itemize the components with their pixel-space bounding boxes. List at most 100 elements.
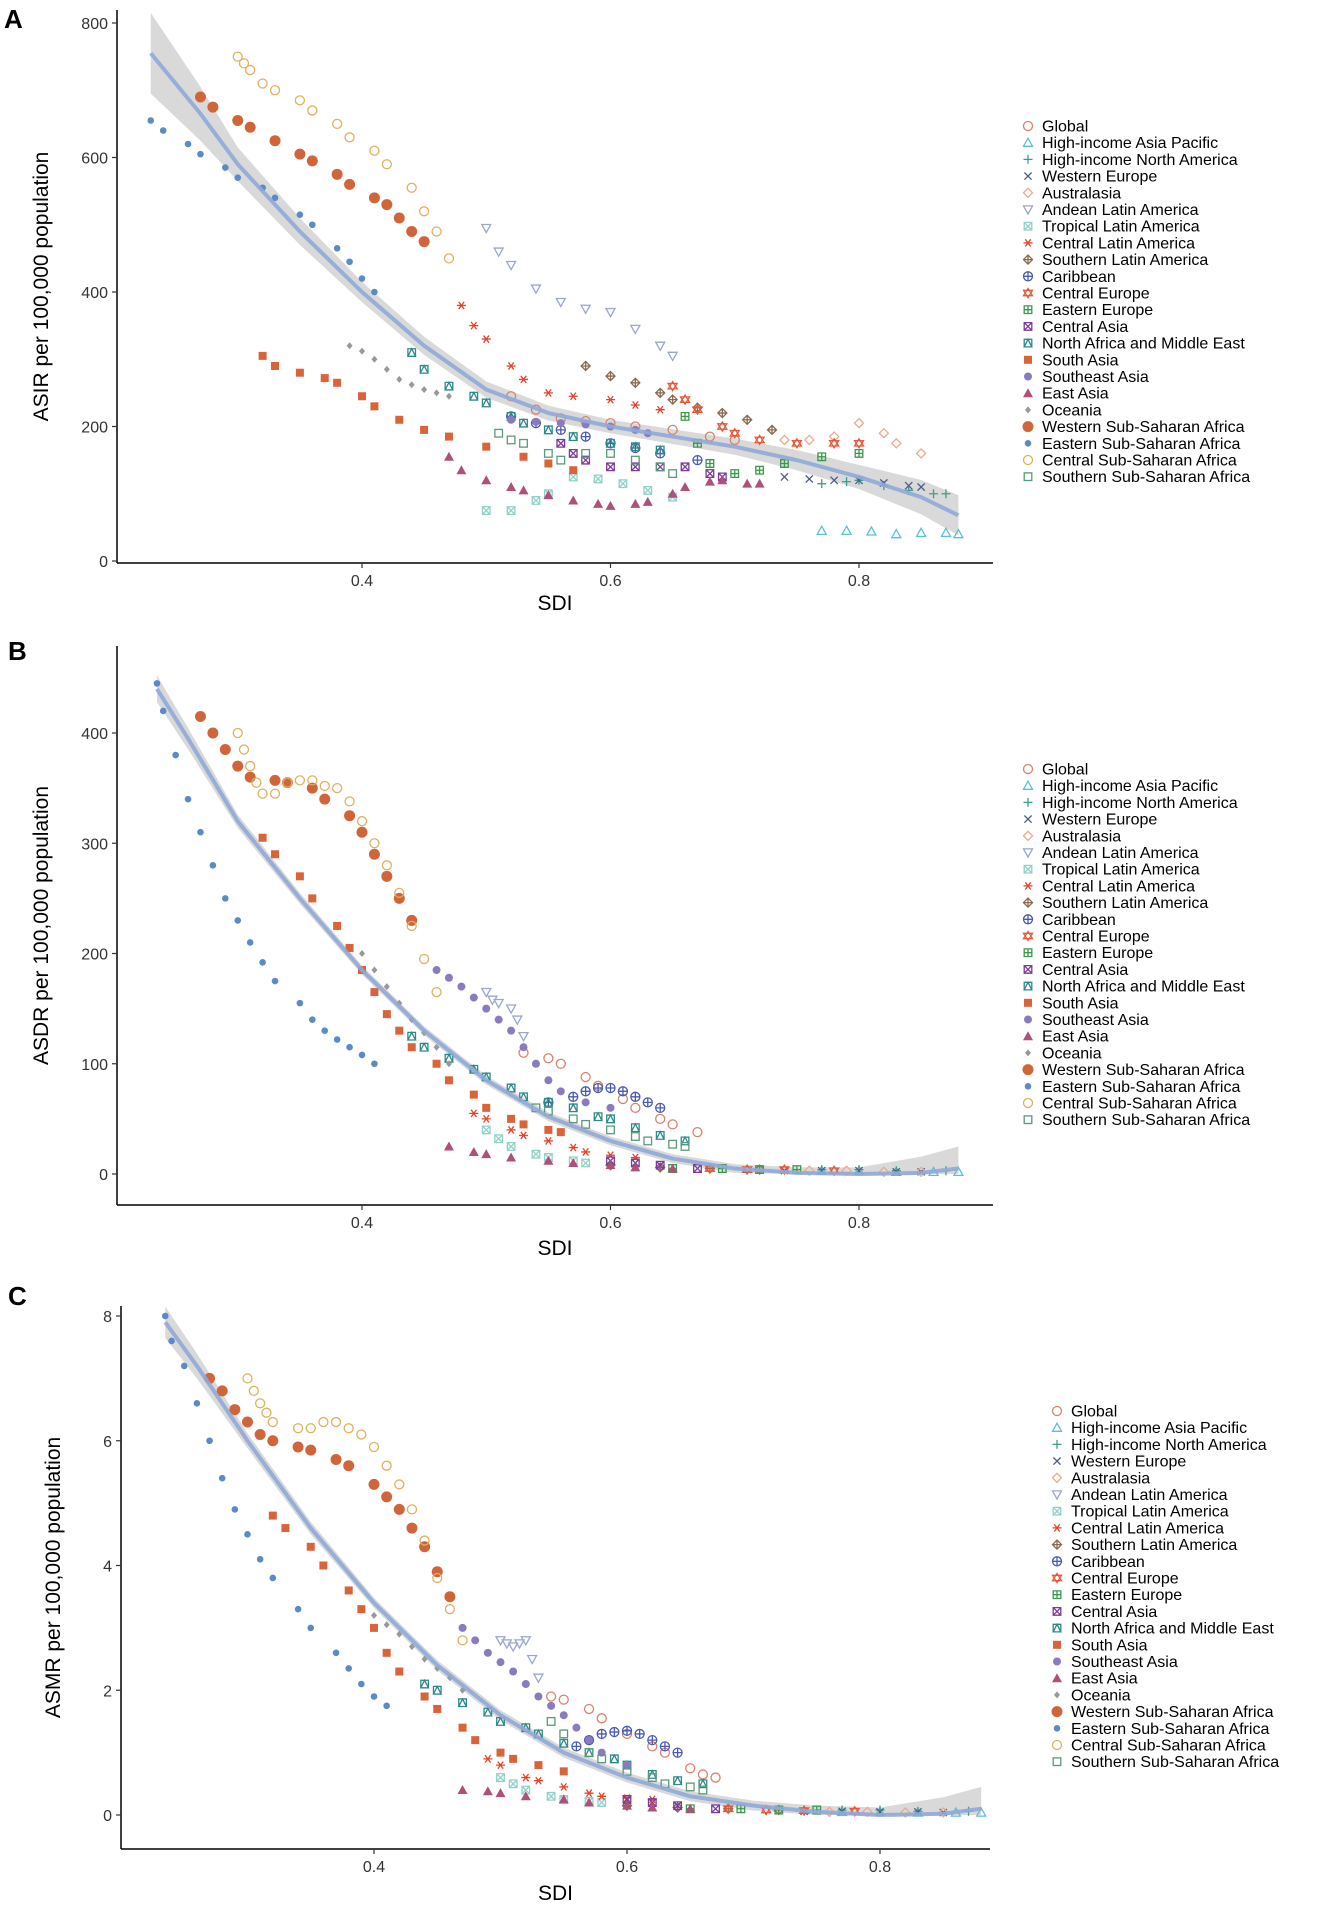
data-point	[254, 1429, 266, 1441]
data-point	[521, 1773, 531, 1782]
series-southern-sub-saharan-africa	[546, 1716, 708, 1795]
data-point	[568, 495, 579, 505]
data-point	[244, 121, 256, 133]
legend-label: North Africa and Middle East	[1042, 979, 1245, 996]
legend-label: Eastern Europe	[1042, 302, 1153, 319]
data-point	[593, 498, 604, 508]
data-point	[609, 1753, 620, 1764]
legend-item-tropical-latin-america: Tropical Latin America	[1023, 862, 1200, 879]
data-point	[642, 496, 653, 506]
data-point	[685, 1803, 696, 1813]
legend-label: Central Europe	[1042, 286, 1150, 303]
data-point	[506, 1152, 517, 1162]
legend-item-southeast-asia: Southeast Asia	[1053, 1654, 1178, 1671]
data-point	[559, 1711, 568, 1720]
data-point	[267, 1435, 279, 1447]
data-point	[358, 1051, 366, 1059]
data-point	[418, 206, 430, 217]
legend-label: Tropical Latin America	[1042, 219, 1200, 236]
data-point	[655, 1160, 665, 1170]
legend-label: Western Sub-Saharan Africa	[1042, 419, 1245, 436]
data-point	[496, 1761, 505, 1770]
data-point	[433, 1043, 440, 1051]
y-tick-label: 800	[81, 16, 108, 33]
data-point	[941, 489, 951, 499]
data-point	[755, 465, 765, 475]
data-point	[581, 1098, 590, 1107]
data-point	[559, 1729, 569, 1739]
data-point	[370, 988, 379, 997]
data-point	[296, 999, 304, 1007]
data-point	[432, 1059, 441, 1068]
data-point	[654, 387, 666, 399]
data-point	[245, 64, 256, 76]
data-point	[343, 1460, 355, 1472]
data-point	[494, 1134, 504, 1144]
legend-symbol-icon	[1051, 1472, 1063, 1484]
data-point	[343, 1423, 354, 1434]
legend-item-central-europe: Central Europe	[1022, 929, 1150, 946]
data-point	[543, 1136, 553, 1145]
data-point	[419, 364, 429, 374]
data-point	[305, 1423, 316, 1434]
data-point	[580, 431, 591, 442]
data-point	[396, 1630, 403, 1638]
legend-item-tropical-latin-america: Tropical Latin America	[1052, 1504, 1229, 1521]
legend-label: Central Sub-Saharan Africa	[1042, 1096, 1237, 1113]
data-point	[569, 466, 578, 475]
series-southeast-asia	[432, 966, 615, 1112]
data-point	[878, 1166, 890, 1178]
data-point	[506, 1082, 516, 1093]
legend-item-southern-latin-america: Southern Latin America	[1051, 1537, 1237, 1554]
series-southeast-asia	[458, 1623, 631, 1770]
x-tick-label: 0.4	[351, 573, 373, 590]
data-point	[346, 258, 353, 266]
data-point	[854, 448, 864, 458]
series-western-sub-saharan-africa	[204, 1372, 456, 1603]
data-point	[568, 472, 578, 482]
y-axis-title: ASMR per 100,000 population	[42, 1437, 65, 1718]
data-point	[830, 476, 839, 485]
series-andean-latin-america	[480, 987, 530, 1043]
legend-label: East Asia	[1071, 1671, 1138, 1688]
legend-label: Caribbean	[1071, 1554, 1145, 1571]
series-caribbean	[543, 1082, 666, 1113]
data-point	[952, 528, 965, 539]
data-point	[433, 389, 440, 397]
data-point	[222, 895, 229, 902]
legend-label: Southeast Asia	[1042, 369, 1149, 386]
data-point	[667, 351, 679, 362]
data-point	[418, 953, 430, 965]
legend-label: Australasia	[1071, 1470, 1150, 1487]
y-tick-label: 6	[103, 1434, 112, 1451]
data-point	[469, 1090, 478, 1099]
data-point	[159, 127, 167, 134]
data-point	[606, 462, 615, 472]
data-point	[555, 1058, 566, 1069]
data-point	[568, 1091, 579, 1102]
data-point	[630, 1122, 641, 1133]
legend-label: Central Europe	[1042, 929, 1150, 946]
data-point	[368, 1441, 380, 1453]
data-point	[556, 455, 566, 465]
data-point	[526, 1654, 538, 1665]
data-point	[292, 1441, 304, 1453]
legend-item-western-europe: Western Europe	[1052, 1454, 1186, 1471]
data-point	[742, 478, 753, 488]
data-point	[333, 244, 341, 252]
data-point	[697, 1769, 709, 1780]
legend-item-western-sub-saharan-africa: Western Sub-Saharan Africa	[1022, 1062, 1245, 1079]
legend-label: Andean Latin America	[1042, 202, 1199, 219]
legend-symbol-icon	[1022, 205, 1034, 216]
series-western-europe	[780, 472, 926, 492]
data-point	[370, 402, 379, 411]
data-point	[494, 1636, 507, 1647]
series-oceania	[371, 1611, 466, 1694]
data-point	[618, 479, 628, 489]
data-point	[519, 375, 529, 384]
legend-item-australasia: Australasia	[1022, 828, 1121, 845]
x-tick-label: 0.8	[869, 1859, 891, 1876]
data-point	[321, 1027, 329, 1034]
data-point	[207, 727, 219, 739]
